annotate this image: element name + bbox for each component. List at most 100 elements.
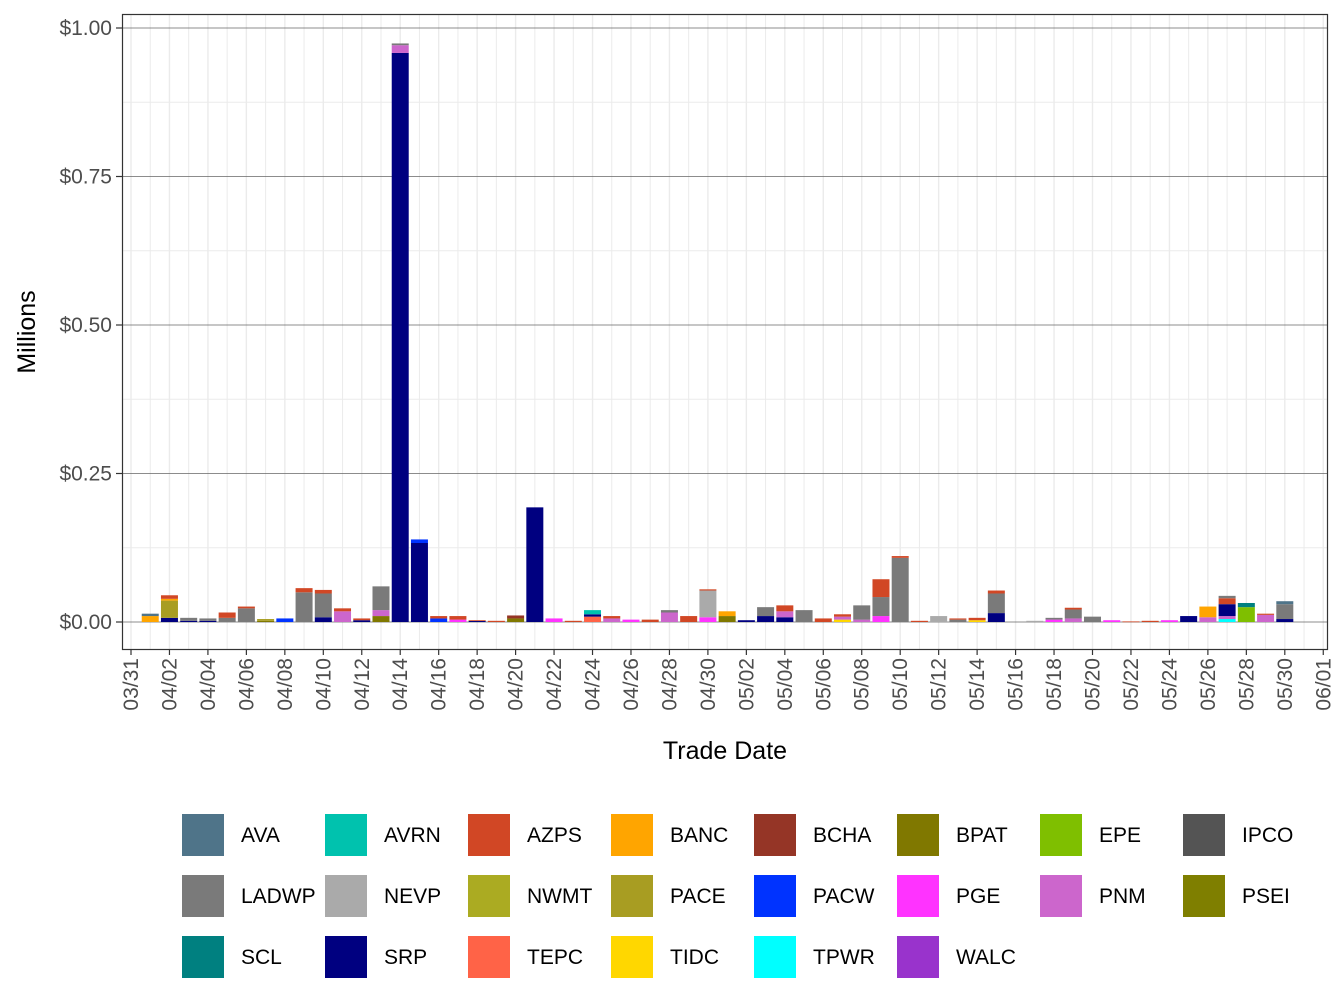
- legend-item-pace: PACE: [611, 875, 726, 917]
- x-tick-label: 05/28: [1235, 658, 1258, 711]
- x-tick-label: 05/02: [735, 658, 758, 711]
- bar-segment-ladwp: [314, 593, 332, 618]
- bar-segment-azps: [603, 616, 621, 619]
- bar-segment-srp: [180, 620, 198, 622]
- bar-segment-pnm: [1257, 614, 1275, 622]
- legend-item-avrn: AVRN: [325, 814, 441, 856]
- bar-segment-pnm: [603, 618, 621, 622]
- legend-swatch: [325, 814, 367, 856]
- bar-segment-azps: [910, 620, 928, 622]
- legend-label: LADWP: [241, 885, 316, 908]
- bar-segment-banc: [160, 598, 178, 601]
- legend-swatch: [182, 814, 224, 856]
- bar-segment-azps: [987, 590, 1005, 594]
- bar-segment-banc: [718, 611, 736, 617]
- plot-panel: [122, 14, 1327, 649]
- bar-segment-azps: [891, 556, 909, 558]
- x-tick-label: 04/04: [197, 658, 220, 711]
- bar-segment-azps: [834, 614, 852, 617]
- bar-segment-azps: [1064, 607, 1082, 610]
- bar-segment-azps: [353, 618, 371, 621]
- x-tick-label: 04/14: [389, 658, 412, 711]
- legend-item-nwmt: NWMT: [468, 875, 592, 917]
- x-tick-label: 05/16: [1005, 658, 1028, 711]
- bar-segment-ladwp: [853, 605, 871, 620]
- legend-item-tepc: TEPC: [468, 936, 583, 978]
- bar-segment-azps: [680, 616, 698, 622]
- bar-segment-azps: [1141, 620, 1159, 622]
- bar-segment-azps: [872, 579, 890, 598]
- legend-item-pnm: PNM: [1040, 875, 1146, 917]
- bar-segment-pge: [872, 616, 890, 622]
- bar-segment-ladwp: [1045, 617, 1063, 620]
- bar-segment-ladwp: [1084, 616, 1101, 622]
- bar-segment-azps: [564, 620, 582, 622]
- legend-label: PACE: [670, 885, 726, 908]
- bar-segment-srp: [353, 620, 371, 622]
- bar-segment-bpat: [507, 618, 525, 622]
- legend-item-walc: WALC: [897, 936, 1016, 978]
- legend-item-srp: SRP: [325, 936, 427, 978]
- bar-segment-bpat: [257, 620, 275, 622]
- legend-label: PACW: [813, 885, 875, 908]
- bar-segment-azps: [814, 618, 832, 622]
- legend-item-ladwp: LADWP: [182, 875, 316, 917]
- x-tick-label: 04/06: [235, 658, 258, 711]
- bar-segment-azps: [430, 616, 448, 619]
- bar-segment-bpat: [718, 616, 736, 622]
- legend-swatch: [182, 875, 224, 917]
- legend-item-bpat: BPAT: [897, 814, 1008, 856]
- legend-label: PNM: [1099, 885, 1146, 908]
- bar-segment-bpat: [372, 616, 390, 622]
- x-tick-label: 05/06: [812, 658, 835, 711]
- bar-segment-azps: [1122, 621, 1140, 623]
- bar-segment-azps: [160, 595, 178, 599]
- bar-segment-srp: [160, 617, 178, 622]
- legend-item-epe: EPE: [1040, 814, 1141, 856]
- legend-swatch: [325, 936, 367, 978]
- legend-swatch: [754, 814, 796, 856]
- bar-segment-ladwp: [391, 43, 409, 46]
- bar-segment-pge: [449, 619, 467, 622]
- y-tick-label: $0.50: [59, 314, 112, 337]
- legend-label: BPAT: [956, 824, 1008, 847]
- bar-segment-srp: [757, 616, 775, 622]
- x-tick-label: 05/20: [1082, 658, 1105, 711]
- legend-swatch: [182, 936, 224, 978]
- y-tick-label: $0.75: [59, 166, 112, 189]
- x-tick-label: 04/22: [543, 658, 566, 711]
- legend-swatch: [897, 814, 939, 856]
- legend-item-banc: BANC: [611, 814, 728, 856]
- bar-segment-azps: [776, 605, 794, 612]
- legend-label: IPCO: [1242, 824, 1293, 847]
- legend-swatch: [754, 875, 796, 917]
- x-tick-label: 04/28: [658, 658, 681, 711]
- bar-segment-pge: [1160, 620, 1178, 622]
- bar-segment-srp: [737, 620, 755, 622]
- legend-label: TEPC: [527, 946, 583, 969]
- bar-segment-azps: [314, 589, 332, 594]
- legend-label: PSEI: [1242, 885, 1290, 908]
- bar-segment-srp: [1218, 604, 1236, 617]
- x-tick-label: 05/18: [1043, 658, 1066, 711]
- bar-segment-azps: [641, 619, 659, 622]
- bar-segment-nevp: [1026, 620, 1044, 622]
- x-tick-label: 04/30: [697, 658, 720, 711]
- legend-item-pacw: PACW: [754, 875, 875, 917]
- x-tick-label: 05/08: [851, 658, 874, 711]
- bar-segment-ladwp: [891, 557, 909, 622]
- legend-label: SCL: [241, 946, 282, 969]
- legend-swatch: [1040, 814, 1082, 856]
- x-tick-label: 04/26: [620, 658, 643, 711]
- legend-label: NEVP: [384, 885, 441, 908]
- x-tick-label: 04/02: [158, 658, 181, 711]
- bar-segment-pacw: [430, 618, 448, 622]
- bar-segment-pge: [545, 618, 563, 622]
- legend-swatch: [897, 875, 939, 917]
- legend-label: BCHA: [813, 824, 871, 847]
- y-tick-label: $0.00: [59, 611, 112, 634]
- legend-item-pge: PGE: [897, 875, 1000, 917]
- legend-swatch: [1183, 814, 1225, 856]
- legend-swatch: [468, 875, 510, 917]
- bar-segment-banc: [141, 616, 159, 622]
